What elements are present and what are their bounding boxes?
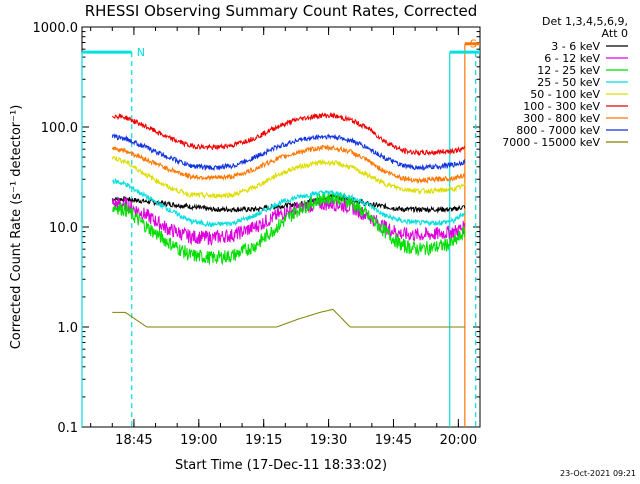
x-tick-label: 18:45: [115, 433, 152, 448]
x-tick-label: 20:00: [440, 433, 477, 448]
series-line: [111, 155, 466, 200]
marker-label: N: [137, 46, 145, 59]
y-axis-label: Corrected Count Rate (s⁻¹ detector⁻¹): [9, 105, 24, 350]
y-tick-label: 0.1: [57, 421, 78, 436]
series-line: [111, 144, 466, 185]
y-tick-label: 1.0: [57, 321, 78, 336]
legend-label: 50 - 100 keV: [530, 88, 600, 101]
legend-label: 3 - 6 keV: [551, 40, 600, 53]
y-tick-label: 1000.0: [33, 21, 79, 36]
footer-date: 23-Oct-2021 09:21: [560, 469, 636, 478]
x-tick-label: 19:00: [180, 433, 217, 448]
legend-label: 7000 - 15000 keV: [502, 136, 600, 149]
series-line: [112, 308, 465, 328]
x-tick-label: 19:30: [310, 433, 347, 448]
x-axis-label: Start Time (17-Dec-11 18:33:02): [175, 458, 387, 473]
legend-label: 100 - 300 keV: [523, 100, 600, 113]
chart-title: RHESSI Observing Summary Count Rates, Co…: [85, 2, 478, 20]
legend-header: Att 0: [602, 27, 628, 40]
series-line: [112, 111, 466, 156]
legend-label: 25 - 50 keV: [537, 76, 600, 89]
series-line: [111, 177, 466, 228]
marker-label: S: [470, 38, 477, 51]
x-tick-label: 19:45: [375, 433, 412, 448]
x-tick-label: 19:15: [245, 433, 282, 448]
plot-area: 1000.0 100.0 10.0 1.0 0.1 18:45 19:00 19:15 19:3…: [33, 21, 481, 448]
legend-header: Det 1,3,4,5,6,9,: [542, 15, 628, 28]
plot-frame: [81, 26, 481, 428]
legend-label: 800 - 7000 keV: [516, 124, 600, 137]
y-tick-label: 100.0: [41, 121, 78, 136]
legend-label: 300 - 800 keV: [523, 112, 600, 125]
legend-label: 12 - 25 keV: [537, 64, 600, 77]
legend-label: 6 - 12 keV: [544, 52, 600, 65]
series-line: [111, 193, 466, 214]
series-line: [111, 133, 466, 172]
y-tick-label: 10.0: [49, 221, 78, 236]
series-line: [111, 189, 466, 266]
